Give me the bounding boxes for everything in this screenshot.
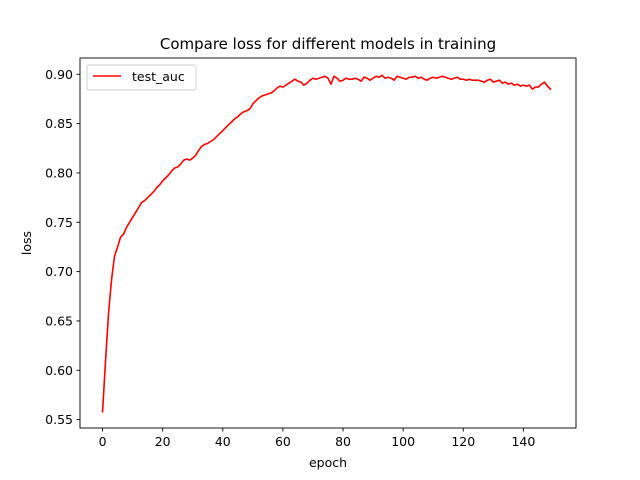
y-tick-label: 0.80 (45, 165, 73, 180)
legend-label-test-auc: test_auc (132, 69, 185, 84)
y-axis-label: loss (19, 231, 34, 255)
x-tick-label: 120 (451, 434, 475, 449)
legend: test_auc (86, 64, 197, 91)
y-tick-label: 0.60 (45, 363, 73, 378)
y-tick-label: 0.65 (45, 313, 73, 328)
x-tick-label: 0 (99, 434, 107, 449)
legend-box (86, 64, 197, 91)
x-tick-label: 100 (391, 434, 415, 449)
plot-area (80, 58, 576, 428)
y-tick-label: 0.90 (45, 67, 73, 82)
plot-background (80, 58, 576, 428)
x-axis-label: epoch (309, 455, 347, 470)
plot-frame (79, 57, 577, 429)
y-tick-label: 0.85 (45, 116, 73, 131)
chart-title: Compare loss for different models in tra… (160, 35, 496, 53)
x-tick-label: 80 (335, 434, 351, 449)
y-tick-label: 0.70 (45, 264, 73, 279)
y-axis-ticks: 0.55 0.60 0.65 0.70 0.75 0.80 0.85 0.90 (45, 67, 80, 427)
y-tick-label: 0.55 (45, 412, 73, 427)
x-tick-label: 140 (511, 434, 535, 449)
y-tick-label: 0.75 (45, 215, 73, 230)
x-tick-label: 60 (275, 434, 291, 449)
x-axis-ticks: 0 20 40 60 80 100 120 140 (99, 428, 535, 449)
x-tick-label: 20 (155, 434, 171, 449)
series-line-test-auc (101, 74, 552, 413)
x-tick-label: 40 (215, 434, 231, 449)
